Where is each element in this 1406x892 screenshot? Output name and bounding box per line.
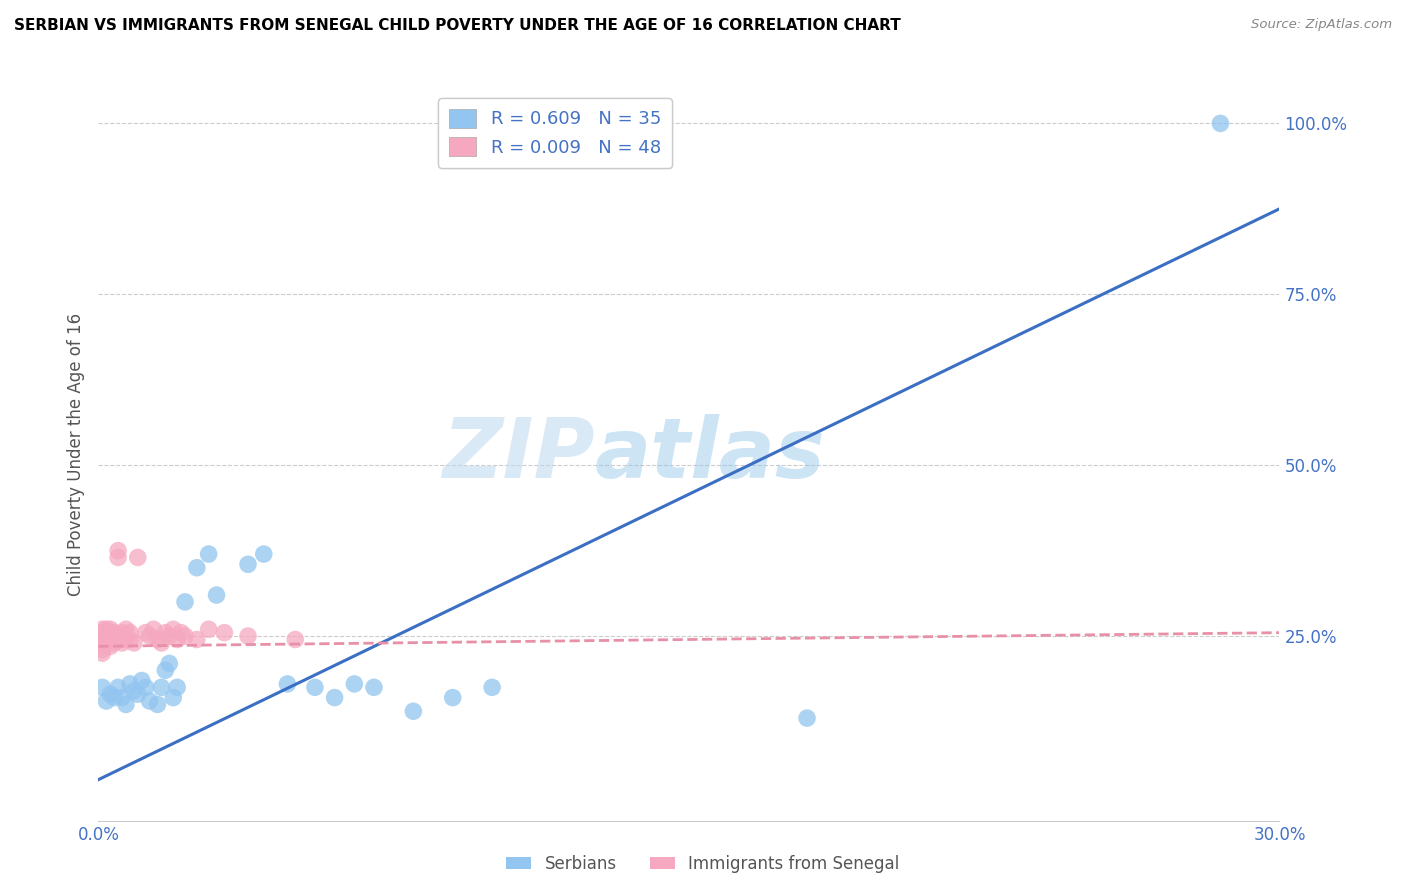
Point xyxy=(115,629,138,643)
Point xyxy=(118,677,141,691)
Point xyxy=(236,629,259,643)
Point xyxy=(205,588,228,602)
Point xyxy=(343,677,366,691)
Point xyxy=(441,690,464,705)
Point xyxy=(107,550,129,565)
Point xyxy=(197,622,219,636)
Point xyxy=(135,681,157,695)
Point xyxy=(91,636,114,650)
Point xyxy=(157,629,180,643)
Point xyxy=(96,694,118,708)
Text: SERBIAN VS IMMIGRANTS FROM SENEGAL CHILD POVERTY UNDER THE AGE OF 16 CORRELATION: SERBIAN VS IMMIGRANTS FROM SENEGAL CHILD… xyxy=(14,18,901,33)
Point xyxy=(481,681,503,695)
Point xyxy=(96,625,118,640)
Point xyxy=(115,632,138,647)
Point xyxy=(98,640,121,654)
Point xyxy=(146,698,169,712)
Point xyxy=(402,704,425,718)
Point xyxy=(91,632,114,647)
Point xyxy=(111,636,134,650)
Point xyxy=(135,625,157,640)
Legend: Serbians, Immigrants from Senegal: Serbians, Immigrants from Senegal xyxy=(499,848,907,880)
Point xyxy=(131,673,153,688)
Point xyxy=(98,687,121,701)
Point xyxy=(103,636,125,650)
Point xyxy=(107,543,129,558)
Point xyxy=(98,622,121,636)
Point xyxy=(155,625,177,640)
Point xyxy=(91,640,114,654)
Point xyxy=(98,632,121,647)
Point xyxy=(103,632,125,647)
Point xyxy=(91,642,114,657)
Point xyxy=(174,595,197,609)
Point xyxy=(111,625,134,640)
Point xyxy=(197,547,219,561)
Point xyxy=(170,625,193,640)
Point xyxy=(155,663,177,677)
Point xyxy=(118,625,141,640)
Point xyxy=(111,632,134,647)
Point xyxy=(91,625,114,640)
Point xyxy=(138,694,160,708)
Text: atlas: atlas xyxy=(595,415,825,495)
Point xyxy=(115,698,138,712)
Point xyxy=(304,681,326,695)
Point xyxy=(323,690,346,705)
Point xyxy=(96,636,118,650)
Point xyxy=(91,681,114,695)
Point xyxy=(284,632,307,647)
Point xyxy=(122,636,145,650)
Point xyxy=(96,622,118,636)
Point xyxy=(96,629,118,643)
Point xyxy=(91,622,114,636)
Point xyxy=(98,629,121,643)
Point xyxy=(142,622,165,636)
Point xyxy=(162,690,184,705)
Point xyxy=(118,632,141,647)
Point xyxy=(253,547,276,561)
Point xyxy=(91,646,114,660)
Point xyxy=(186,560,208,574)
Point xyxy=(111,690,134,705)
Point xyxy=(162,622,184,636)
Point xyxy=(1209,116,1232,130)
Point xyxy=(186,632,208,647)
Point xyxy=(166,681,188,695)
Point xyxy=(174,629,197,643)
Point xyxy=(127,550,149,565)
Point xyxy=(96,632,118,647)
Point xyxy=(796,711,818,725)
Point xyxy=(236,558,259,572)
Point xyxy=(115,622,138,636)
Point xyxy=(276,677,298,691)
Point xyxy=(166,632,188,647)
Text: Source: ZipAtlas.com: Source: ZipAtlas.com xyxy=(1251,18,1392,31)
Point xyxy=(127,687,149,701)
Point xyxy=(363,681,385,695)
Point xyxy=(138,629,160,643)
Text: ZIP: ZIP xyxy=(441,415,595,495)
Point xyxy=(122,683,145,698)
Point xyxy=(91,629,114,643)
Point xyxy=(107,681,129,695)
Point xyxy=(150,681,173,695)
Point xyxy=(103,625,125,640)
Point xyxy=(146,632,169,647)
Point xyxy=(214,625,236,640)
Legend: R = 0.609   N = 35, R = 0.009   N = 48: R = 0.609 N = 35, R = 0.009 N = 48 xyxy=(439,98,672,168)
Point xyxy=(103,690,125,705)
Point xyxy=(150,636,173,650)
Y-axis label: Child Poverty Under the Age of 16: Child Poverty Under the Age of 16 xyxy=(66,313,84,597)
Point xyxy=(157,657,180,671)
